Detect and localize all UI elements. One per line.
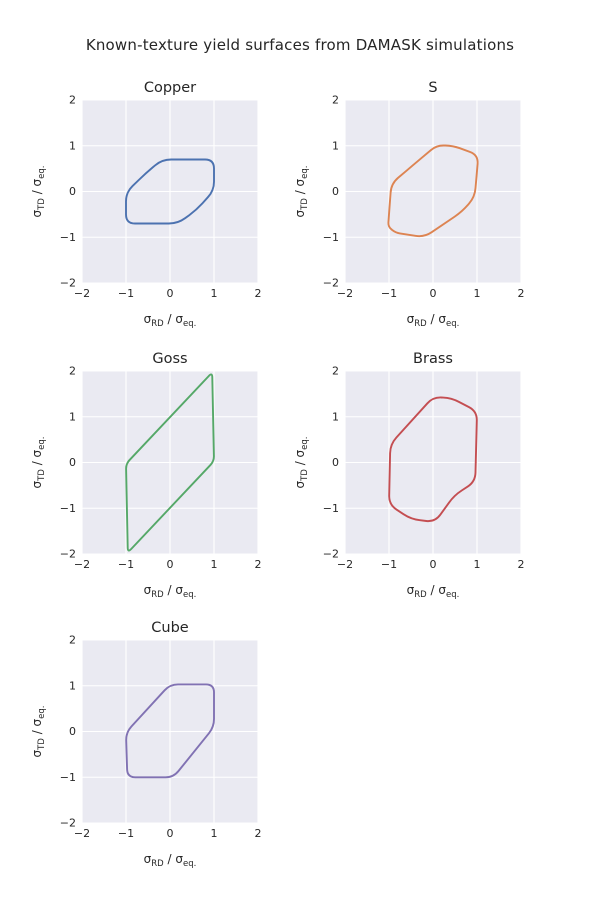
x-tick-label: 2 — [255, 287, 262, 300]
subplot-cube: −2 −1 0 1 2 −2 −1 0 1 2 Cube σRD / σeq. σTD / σeq. — [30, 616, 272, 872]
y-tick-label: −2 — [323, 277, 339, 290]
y-tick-label: −2 — [60, 548, 76, 561]
yield-surface-curve-s — [387, 144, 479, 238]
y-tick-label: 0 — [332, 185, 339, 198]
subplot-title: Cube — [151, 620, 189, 636]
x-tick-label: −2 — [337, 287, 353, 300]
subplot-title: Copper — [144, 80, 196, 96]
x-tick-label: −2 — [337, 558, 353, 571]
x-tick-label: 2 — [255, 827, 262, 840]
y-axis-label: σTD / σeq. — [293, 437, 310, 489]
y-tick-label: −1 — [323, 502, 339, 515]
y-tick-label: 2 — [332, 365, 339, 378]
x-tick-label: 1 — [474, 558, 481, 571]
x-axis-label: σRD / σeq. — [144, 312, 197, 329]
x-tick-label: 0 — [430, 287, 437, 300]
y-tick-label: 2 — [69, 365, 76, 378]
x-tick-label: −1 — [118, 287, 134, 300]
y-tick-label: 0 — [332, 456, 339, 469]
subplot-goss: −2 −1 0 1 2 −2 −1 0 1 2 Goss σRD / σeq. σTD / σeq. — [30, 347, 272, 603]
y-tick-label: 2 — [332, 94, 339, 107]
x-tick-label: −1 — [118, 558, 134, 571]
x-tick-label: 1 — [211, 558, 218, 571]
copper-plot: −2 −1 0 1 2 −2 −1 0 1 2 Copper σRD / σeq. σTD / σeq. — [30, 80, 262, 329]
subplot-copper: −2 −1 0 1 2 −2 −1 0 1 2 Copper σRD / σeq. σTD / σeq. — [30, 76, 272, 332]
y-tick-label: 1 — [69, 679, 76, 692]
x-tick-label: 2 — [518, 558, 525, 571]
y-tick-label: −1 — [60, 502, 76, 515]
x-tick-label: 1 — [211, 827, 218, 840]
y-tick-label: −2 — [60, 277, 76, 290]
x-tick-label: −2 — [74, 287, 90, 300]
y-axis-label: σTD / σeq. — [293, 166, 310, 218]
x-axis-label: σRD / σeq. — [144, 583, 197, 600]
x-tick-label: 0 — [167, 827, 174, 840]
y-tick-label: 1 — [69, 139, 76, 152]
y-axis-label: σTD / σeq. — [30, 706, 47, 758]
y-tick-label: 0 — [69, 185, 76, 198]
x-axis-label: σRD / σeq. — [407, 312, 460, 329]
y-tick-label: 1 — [332, 410, 339, 423]
y-tick-label: −1 — [323, 231, 339, 244]
figure-title: Known-texture yield surfaces from DAMASK… — [85, 36, 515, 54]
y-tick-label: −2 — [323, 548, 339, 561]
x-tick-label: 2 — [518, 287, 525, 300]
y-tick-label: 1 — [332, 139, 339, 152]
y-tick-label: 2 — [69, 94, 76, 107]
y-tick-label: 1 — [69, 410, 76, 423]
x-tick-label: −2 — [74, 558, 90, 571]
y-tick-label: 0 — [69, 725, 76, 738]
x-tick-label: −2 — [74, 827, 90, 840]
y-tick-label: −2 — [60, 817, 76, 830]
goss-plot: −2 −1 0 1 2 −2 −1 0 1 2 Goss σRD / σeq. σTD / σeq. — [30, 351, 262, 600]
subplot-brass: −2 −1 0 1 2 −2 −1 0 1 2 Brass σRD / σeq. σTD / σeq. — [293, 347, 535, 603]
x-tick-label: 0 — [167, 287, 174, 300]
x-tick-label: 2 — [255, 558, 262, 571]
y-tick-label: −1 — [60, 771, 76, 784]
x-tick-label: 1 — [211, 287, 218, 300]
subplot-title: Brass — [413, 351, 453, 367]
cube-plot: −2 −1 0 1 2 −2 −1 0 1 2 Cube σRD / σeq. σTD / σeq. — [30, 620, 262, 869]
y-tick-label: 0 — [69, 456, 76, 469]
yield-surface-curve-cube — [125, 683, 215, 779]
y-axis-label: σTD / σeq. — [30, 437, 47, 489]
yield-surface-curve-copper — [125, 158, 215, 225]
x-tick-label: 1 — [474, 287, 481, 300]
y-tick-label: −1 — [60, 231, 76, 244]
x-axis-label: σRD / σeq. — [407, 583, 460, 600]
subplot-title: Goss — [152, 351, 187, 367]
y-tick-label: 2 — [69, 634, 76, 647]
yield-surface-curve-goss — [125, 373, 215, 552]
x-tick-label: 0 — [430, 558, 437, 571]
x-tick-label: −1 — [381, 558, 397, 571]
x-tick-label: −1 — [381, 287, 397, 300]
x-tick-label: 0 — [167, 558, 174, 571]
y-axis-label: σTD / σeq. — [30, 166, 47, 218]
brass-plot: −2 −1 0 1 2 −2 −1 0 1 2 Brass σRD / σeq. σTD / σeq. — [293, 351, 525, 600]
x-tick-label: −1 — [118, 827, 134, 840]
yield-surface-curve-brass — [388, 396, 478, 523]
x-axis-label: σRD / σeq. — [144, 852, 197, 869]
subplot-title: S — [428, 80, 437, 96]
